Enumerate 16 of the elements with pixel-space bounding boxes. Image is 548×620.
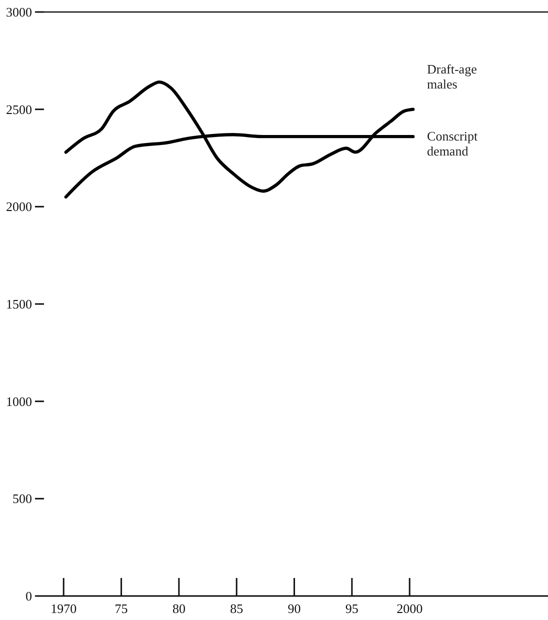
series-label: Conscript demand bbox=[427, 128, 478, 159]
x-tick-label: 75 bbox=[114, 601, 128, 616]
x-tick-label: 2000 bbox=[396, 601, 423, 616]
x-tick-label: 1970 bbox=[50, 601, 77, 616]
y-tick-label: 2500 bbox=[6, 102, 32, 117]
x-tick-label: 95 bbox=[345, 601, 358, 616]
y-tick-label: 500 bbox=[12, 491, 32, 506]
series-label: Draft-age males bbox=[427, 61, 478, 92]
y-tick-label: 1500 bbox=[6, 296, 32, 312]
y-tick-label: 1000 bbox=[6, 394, 32, 409]
y-tick-label: 0 bbox=[26, 588, 32, 604]
y-tick-label: 3000 bbox=[6, 4, 32, 20]
x-tick-label: 90 bbox=[288, 601, 301, 616]
y-tick-label: 2000 bbox=[6, 199, 32, 214]
x-tick-label: 80 bbox=[172, 601, 186, 616]
x-tick-label: 85 bbox=[230, 601, 244, 616]
